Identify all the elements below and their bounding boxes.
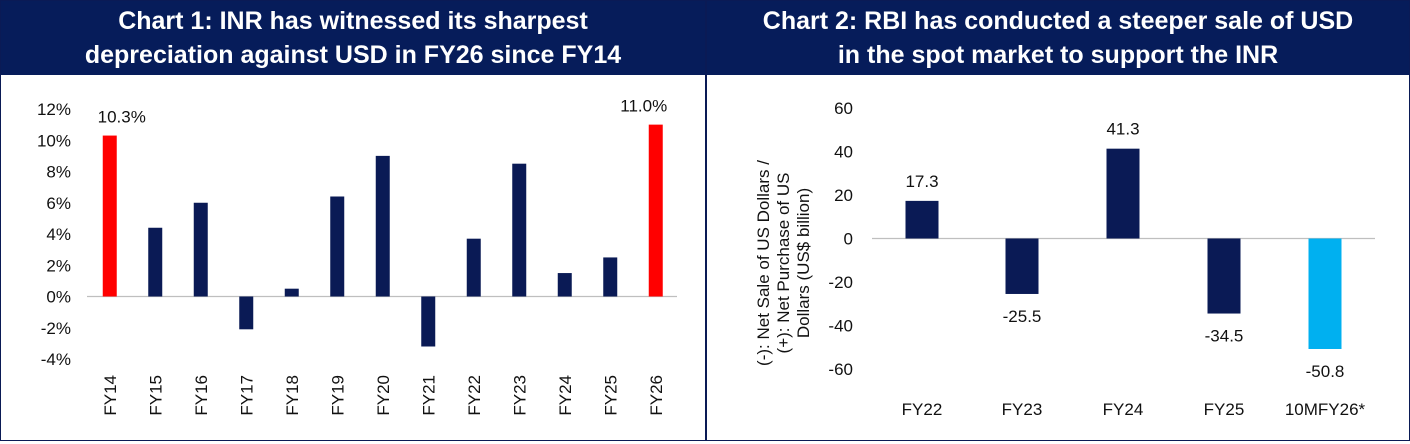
chart2-ytick: 40 [834,143,853,162]
chart2-bar-fy23 [1005,238,1039,294]
chart1-xtick: FY24 [556,375,575,416]
chart2-ytick: -20 [828,273,853,292]
chart2-plot: (-): Net Sale of US Dollars / (+): Net P… [754,99,1375,419]
chart2-bar-fy25 [1207,238,1241,314]
chart2-ytick: 20 [834,186,853,205]
chart1-xtick: FY15 [146,375,165,416]
chart1-ytick: 4% [46,225,71,244]
chart2-ylabel-line1: (-): Net Sale of US Dollars / [754,160,773,366]
chart1-ytick: 6% [46,194,71,213]
chart2-data-label: -25.5 [1003,307,1042,326]
chart1-xtick: FY22 [465,375,484,416]
chart1-xtick: FY23 [510,375,529,416]
chart2-xtick: 10MFY26* [1285,400,1366,419]
chart1-ytick: 10% [37,131,71,150]
chart1-bar-fy22 [466,238,481,297]
chart1-ytick: 12% [37,100,71,119]
chart1-xtick: FY25 [601,375,620,416]
chart1-data-label: 10.3% [98,108,146,127]
chart2-xtick: FY23 [1002,400,1043,419]
chart2-ytick: 60 [834,99,853,118]
chart1-bar-fy23 [512,163,527,297]
chart1-title-line1: Chart 1: INR has witnessed its sharpest [118,7,588,35]
chart1-xtick: FY26 [647,375,666,416]
chart1-bar-fy14 [102,135,117,297]
chart1-xtick: FY18 [283,375,302,416]
chart1-bar-fy19 [330,196,345,297]
chart1-ytick: 8% [46,163,71,182]
chart1-bar-fy16 [193,202,208,297]
chart2-bar-fy22 [905,200,939,239]
chart1-bar-fy15 [148,227,163,297]
chart2-title: Chart 2: RBI has conducted a steeper sal… [707,1,1409,75]
chart1-bar-fy17 [239,296,254,330]
chart2-xtick: FY25 [1204,400,1245,419]
chart1-bar-fy25 [603,257,618,297]
chart1-bar-fy24 [557,273,572,297]
chart2-xtick: FY24 [1103,400,1144,419]
chart1-xtick: FY20 [374,375,393,416]
chart2-bar-fy24 [1106,148,1140,239]
chart2-ytick: 0 [844,230,853,249]
chart1-plot: 12% 10% 8% 6% 4% 2% 0% -2% -4% FY14 10.3% FY15 FY16 F… [37,97,677,416]
chart1-xtick: FY16 [192,375,211,416]
chart2-ylabel-line3: Dollars (US$ billion) [794,188,813,338]
chart1-data-label: 11.0% [620,97,667,116]
chart2-xtick: FY22 [902,400,943,419]
chart1-xtick: FY19 [328,375,347,416]
chart1-ytick: -4% [41,350,71,369]
chart2-bar-10mfy26 [1308,238,1342,349]
chart2-title-line2: in the spot market to support the INR [837,41,1279,69]
chart2-data-label: -34.5 [1205,327,1244,346]
chart1-ytick: -2% [41,319,71,338]
chart1-bar-fy21 [421,296,436,347]
chart1-title-line2: depreciation against USD in FY26 since F… [84,41,622,69]
chart1-title: Chart 1: INR has witnessed its sharpest … [1,1,705,75]
chart1-ytick: 0% [46,288,71,307]
chart2-panel: Chart 2: RBI has conducted a steeper sal… [706,0,1410,441]
chart1-bar-fy26 [648,124,663,297]
chart2-title-line1: Chart 2: RBI has conducted a steeper sal… [762,7,1354,35]
chart1-ytick: 2% [46,256,71,275]
chart2-data-label: 17.3 [905,172,938,191]
chart1-xtick: FY14 [101,375,120,416]
chart1-xtick: FY21 [419,375,438,416]
chart2-data-label: -50.8 [1306,362,1345,381]
chart2-ytick: -40 [828,317,853,336]
chart1-bar-fy20 [375,155,390,297]
chart1-bar-fy18 [284,288,299,297]
chart1-xtick: FY17 [237,375,256,416]
chart2-ytick: -60 [828,360,853,379]
chart2-data-label: 41.3 [1106,120,1139,139]
chart1-panel: Chart 1: INR has witnessed its sharpest … [0,0,706,441]
chart2-ylabel-line2: (+): Net Purchase of US [774,173,793,354]
chart2-ylabel: (-): Net Sale of US Dollars / (+): Net P… [754,160,813,366]
